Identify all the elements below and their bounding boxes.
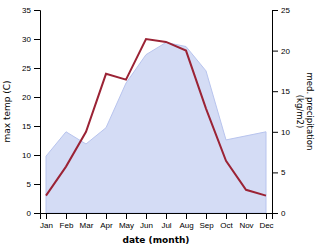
tick-mark bbox=[34, 39, 40, 40]
tick: 20 bbox=[272, 47, 290, 56]
tick: Aug bbox=[179, 213, 193, 230]
tick: 15 bbox=[22, 122, 40, 131]
tick-mark bbox=[34, 155, 40, 156]
tick-mark bbox=[126, 213, 127, 219]
tick: 25 bbox=[272, 6, 290, 15]
tick: Jan bbox=[40, 213, 53, 230]
tick-mark bbox=[34, 68, 40, 69]
tick: Jun bbox=[140, 213, 153, 230]
y2-axis-title: med. precipitation(kg/m2) bbox=[295, 73, 314, 151]
y2-axis-title-line: (kg/m2) bbox=[295, 95, 305, 129]
tick: 5 bbox=[27, 180, 40, 189]
tick-mark bbox=[34, 97, 40, 98]
tick-label: Oct bbox=[220, 221, 233, 230]
tick: 0 bbox=[27, 209, 40, 218]
tick-mark bbox=[34, 126, 40, 127]
tick-label: 0 bbox=[281, 209, 286, 218]
tick-mark bbox=[34, 213, 40, 214]
tick-label: 25 bbox=[22, 64, 31, 73]
tick: 10 bbox=[272, 128, 290, 137]
tick-label: 15 bbox=[22, 122, 31, 131]
tick: 15 bbox=[272, 87, 290, 96]
tick-label: 35 bbox=[22, 6, 31, 15]
tick-label: 0 bbox=[27, 209, 32, 218]
tick: Feb bbox=[60, 213, 74, 230]
tick: May bbox=[119, 213, 134, 230]
tick-mark bbox=[106, 213, 107, 219]
tick: 20 bbox=[22, 93, 40, 102]
tick-label: 25 bbox=[281, 6, 290, 15]
plot: Jan Feb Mar Apr May Jun Jul Aug Sep Oct Nov Dec 0 5 10… bbox=[22, 6, 290, 230]
tick-mark bbox=[266, 213, 267, 219]
tick: 0 bbox=[272, 209, 286, 218]
tick: 30 bbox=[22, 35, 40, 44]
tick-mark bbox=[46, 213, 47, 219]
tick: 5 bbox=[272, 168, 286, 177]
tick-label: 20 bbox=[22, 93, 31, 102]
tick-mark bbox=[34, 10, 40, 11]
tick-label: 5 bbox=[27, 180, 32, 189]
tick-mark bbox=[272, 51, 278, 52]
tick-label: Jul bbox=[161, 221, 171, 230]
tick-label: Sep bbox=[199, 221, 214, 230]
marks bbox=[46, 39, 266, 213]
tick: Sep bbox=[199, 213, 214, 230]
tick: 25 bbox=[22, 64, 40, 73]
tick-label: Mar bbox=[80, 221, 94, 230]
tick-label: Dec bbox=[259, 221, 273, 230]
tick-label: 10 bbox=[281, 128, 290, 137]
y2-axis: 0 5 10 15 20 25 bbox=[272, 6, 290, 218]
tick-mark bbox=[272, 172, 278, 173]
tick-label: Jan bbox=[40, 221, 53, 230]
tick-label: May bbox=[119, 221, 134, 230]
tick-label: 10 bbox=[22, 151, 31, 160]
tick-label: Apr bbox=[100, 221, 113, 230]
tick-label: 5 bbox=[281, 168, 286, 177]
area bbox=[46, 42, 266, 213]
axis-line bbox=[273, 11, 279, 214]
tick: Dec bbox=[259, 213, 273, 230]
tick: 35 bbox=[22, 6, 40, 15]
axis-line bbox=[41, 214, 273, 220]
tick-mark bbox=[272, 132, 278, 133]
tick-label: 30 bbox=[22, 35, 31, 44]
tick-mark bbox=[66, 213, 67, 219]
tick-mark bbox=[186, 213, 187, 219]
tick: Jul bbox=[161, 213, 171, 230]
tick-mark bbox=[166, 213, 167, 219]
line bbox=[46, 39, 266, 196]
tick-mark bbox=[226, 213, 227, 219]
tick-label: 20 bbox=[281, 47, 290, 56]
y-axis-title: max temp (C) bbox=[2, 80, 12, 142]
tick-label: Nov bbox=[239, 221, 253, 230]
tick-mark bbox=[86, 213, 87, 219]
tick: 10 bbox=[22, 151, 40, 160]
axis-line bbox=[34, 11, 41, 214]
tick-mark bbox=[146, 213, 147, 219]
tick-mark bbox=[272, 91, 278, 92]
y-axis: 0 5 10 15 20 25 30 35 bbox=[22, 6, 40, 218]
tick-mark bbox=[272, 213, 278, 214]
x-axis-title: date (month) bbox=[123, 235, 190, 245]
tick-label: 15 bbox=[281, 87, 290, 96]
x-axis: Jan Feb Mar Apr May Jun Jul Aug Sep Oct Nov Dec bbox=[40, 213, 274, 230]
tick: Nov bbox=[239, 213, 253, 230]
tick-mark bbox=[34, 184, 40, 185]
tick-mark bbox=[246, 213, 247, 219]
tick-label: Jun bbox=[140, 221, 153, 230]
tick-mark bbox=[206, 213, 207, 219]
tick-label: Aug bbox=[179, 221, 193, 230]
chart: Jan Feb Mar Apr May Jun Jul Aug Sep Oct Nov Dec 0 5 10… bbox=[0, 0, 318, 247]
tick-mark bbox=[272, 10, 278, 11]
tick: Apr bbox=[100, 213, 113, 230]
tick-label: Feb bbox=[60, 221, 74, 230]
tick: Oct bbox=[220, 213, 233, 230]
tick: Mar bbox=[80, 213, 94, 230]
